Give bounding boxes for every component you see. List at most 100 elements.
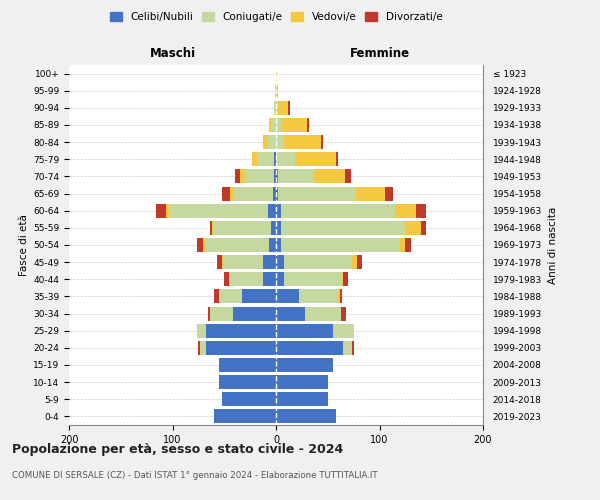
Bar	[240, 170, 245, 183]
Bar	[219, 290, 242, 304]
Bar	[212, 221, 214, 235]
Bar	[281, 118, 307, 132]
Bar	[314, 170, 346, 183]
Bar	[263, 272, 276, 286]
Bar	[233, 306, 276, 320]
Bar	[276, 358, 333, 372]
Bar	[352, 255, 357, 269]
Bar	[333, 324, 353, 338]
Bar	[385, 186, 393, 200]
Text: COMUNE DI SERSALE (CZ) - Dati ISTAT 1° gennaio 2024 - Elaborazione TUTTITALIA.IT: COMUNE DI SERSALE (CZ) - Dati ISTAT 1° g…	[12, 471, 377, 480]
Bar	[219, 375, 276, 389]
Bar	[274, 170, 276, 183]
Bar	[416, 204, 426, 218]
Bar	[233, 186, 273, 200]
Bar	[341, 272, 343, 286]
Bar	[269, 238, 276, 252]
Bar	[214, 290, 219, 304]
Bar	[203, 238, 205, 252]
Bar	[343, 341, 352, 355]
Bar	[252, 152, 257, 166]
Bar	[200, 341, 206, 355]
Y-axis label: Anni di nascita: Anni di nascita	[548, 206, 557, 284]
Bar	[276, 118, 281, 132]
Bar	[276, 135, 284, 149]
Bar	[284, 255, 352, 269]
Bar	[276, 324, 333, 338]
Bar	[271, 221, 276, 235]
Bar	[299, 290, 338, 304]
Bar	[276, 341, 343, 355]
Bar	[281, 238, 400, 252]
Bar	[208, 306, 210, 320]
Bar	[276, 204, 281, 218]
Bar	[278, 101, 289, 115]
Bar	[276, 221, 281, 235]
Bar	[268, 204, 276, 218]
Bar	[166, 204, 169, 218]
Bar	[276, 255, 284, 269]
Text: Popolazione per età, sesso e stato civile - 2024: Popolazione per età, sesso e stato civil…	[12, 442, 343, 456]
Bar	[214, 410, 276, 424]
Bar	[276, 306, 305, 320]
Bar	[343, 272, 349, 286]
Bar	[269, 118, 271, 132]
Bar	[206, 341, 276, 355]
Bar	[223, 255, 263, 269]
Bar	[224, 272, 229, 286]
Bar	[320, 135, 323, 149]
Bar	[199, 341, 200, 355]
Bar	[245, 170, 274, 183]
Bar	[284, 135, 320, 149]
Bar	[276, 84, 278, 98]
Bar	[273, 186, 276, 200]
Bar	[276, 66, 277, 80]
Bar	[169, 204, 268, 218]
Bar	[276, 170, 278, 183]
Bar	[257, 152, 274, 166]
Bar	[278, 170, 314, 183]
Bar	[295, 152, 336, 166]
Bar	[276, 101, 278, 115]
Bar	[263, 135, 268, 149]
Bar	[274, 101, 276, 115]
Y-axis label: Fasce di età: Fasce di età	[19, 214, 29, 276]
Bar	[235, 170, 240, 183]
Bar	[268, 135, 276, 149]
Bar	[276, 186, 278, 200]
Bar	[276, 152, 295, 166]
Bar	[275, 84, 276, 98]
Bar	[210, 306, 233, 320]
Bar	[406, 238, 410, 252]
Bar	[400, 238, 406, 252]
Bar	[421, 221, 426, 235]
Bar	[307, 118, 309, 132]
Bar	[284, 272, 341, 286]
Bar	[341, 306, 346, 320]
Bar	[276, 272, 284, 286]
Bar	[278, 186, 356, 200]
Bar	[222, 255, 223, 269]
Bar	[271, 118, 276, 132]
Bar	[229, 272, 263, 286]
Bar	[242, 290, 276, 304]
Bar	[276, 375, 328, 389]
Bar	[276, 238, 281, 252]
Bar	[263, 255, 276, 269]
Bar	[281, 221, 406, 235]
Bar	[274, 152, 276, 166]
Bar	[205, 238, 269, 252]
Bar	[357, 255, 362, 269]
Bar	[346, 170, 350, 183]
Text: Femmine: Femmine	[349, 47, 410, 60]
Bar	[305, 306, 341, 320]
Bar	[219, 358, 276, 372]
Bar	[276, 410, 336, 424]
Bar	[210, 221, 212, 235]
Bar	[289, 101, 290, 115]
Bar	[214, 221, 271, 235]
Bar	[197, 324, 206, 338]
Bar	[206, 324, 276, 338]
Bar	[338, 290, 340, 304]
Bar	[356, 186, 385, 200]
